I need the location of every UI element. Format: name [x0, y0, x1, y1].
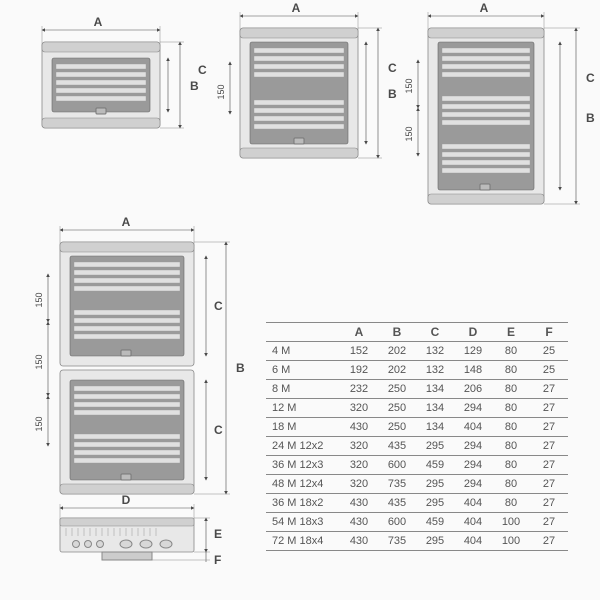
table-header-C: C	[416, 323, 454, 342]
table-header-D: D	[454, 323, 492, 342]
table-header-model	[266, 323, 340, 342]
table-header-F: F	[530, 323, 568, 342]
dim-C-label: C	[198, 63, 207, 77]
page: A B C A	[0, 0, 600, 600]
svg-text:150: 150	[34, 292, 44, 307]
side-profile: D E F	[60, 493, 222, 567]
table-row: 24 M 12x23204352952948027	[266, 437, 568, 456]
svg-text:150: 150	[404, 78, 414, 93]
svg-text:C: C	[214, 423, 223, 437]
enclosure-3row: A 150 150 B	[404, 1, 595, 204]
table-row: 18 M4302501344048027	[266, 418, 568, 437]
dim-B-label: B	[190, 79, 199, 93]
table-header-A: A	[340, 323, 378, 342]
svg-text:A: A	[292, 1, 301, 15]
enclosure-2row: A 150 B C	[216, 1, 397, 158]
svg-text:C: C	[214, 299, 223, 313]
table-row: 4 M1522021321298025	[266, 342, 568, 361]
table-row: 12 M3202501342948027	[266, 399, 568, 418]
svg-text:A: A	[122, 215, 131, 229]
table-row: 36 M 12x33206004592948027	[266, 456, 568, 475]
svg-text:B: B	[586, 111, 595, 125]
svg-text:150: 150	[34, 416, 44, 431]
svg-text:C: C	[586, 71, 595, 85]
table-row: 6 M1922021321488025	[266, 361, 568, 380]
svg-text:B: B	[236, 361, 245, 375]
svg-text:150: 150	[216, 84, 226, 99]
table-header-E: E	[492, 323, 530, 342]
table-row: 72 M 18x443073529540410027	[266, 532, 568, 551]
svg-text:E: E	[214, 527, 222, 541]
enclosure-double: A	[34, 215, 245, 494]
table-row: 8 M2322501342068027	[266, 380, 568, 399]
table-row: 48 M 12x43207352952948027	[266, 475, 568, 494]
svg-text:B: B	[388, 87, 397, 101]
svg-text:F: F	[214, 553, 221, 567]
dim-A-label: A	[94, 15, 103, 29]
svg-text:C: C	[388, 61, 397, 75]
enclosure-1row: A B C	[42, 15, 207, 128]
svg-text:150: 150	[404, 126, 414, 141]
svg-text:150: 150	[34, 354, 44, 369]
table-row: 36 M 18x24304352954048027	[266, 494, 568, 513]
table-row: 54 M 18x343060045940410027	[266, 513, 568, 532]
svg-text:A: A	[480, 1, 489, 15]
dimension-table: ABCDEF 4 M15220213212980256 M19220213214…	[266, 322, 568, 551]
svg-text:D: D	[122, 493, 131, 507]
table-header-B: B	[378, 323, 416, 342]
